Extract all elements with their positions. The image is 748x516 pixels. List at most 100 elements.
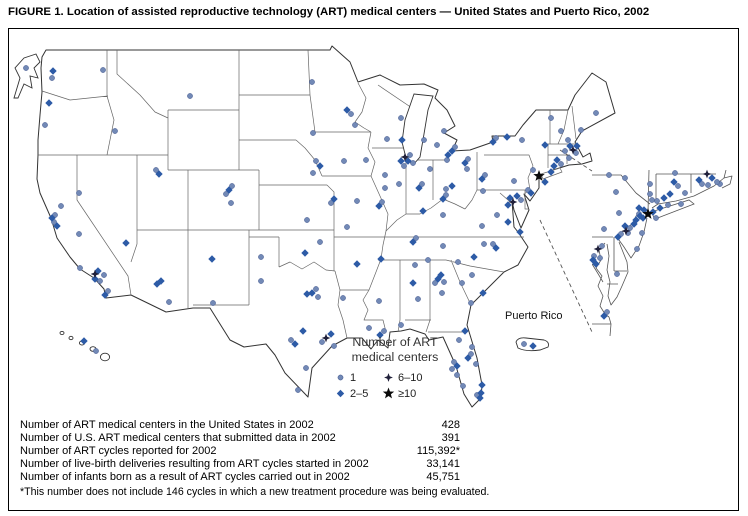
marker-diamond-2-5 [437, 271, 445, 279]
stat-row-4: Number of infants born as a result of AR… [20, 471, 620, 484]
marker-diamond-2-5 [299, 327, 307, 335]
marker-circle-1 [468, 300, 474, 306]
stat-row-0: Number of ART medical centers in the Uni… [20, 419, 620, 432]
marker-circle-1 [310, 170, 316, 176]
marker-circle-1 [363, 157, 369, 163]
marker-circle-1 [223, 191, 229, 197]
marker-diamond-2-5 [476, 394, 484, 402]
marker-circle-1 [443, 192, 449, 198]
marker-diamond-2-5 [377, 255, 385, 263]
stat-label: Number of U.S. ART medical centers that … [20, 432, 336, 444]
marker-diamond-2-5 [453, 362, 461, 370]
marker-circle-1 [112, 128, 118, 134]
marker-circle-1 [153, 167, 159, 173]
marker-circle-1 [558, 128, 564, 134]
marker-circle-1 [465, 156, 471, 162]
marker-diamond-2-5 [527, 189, 535, 197]
stat-value: 428 [441, 419, 460, 431]
marker-diamond-2-5 [541, 141, 549, 149]
marker-circle-1 [699, 181, 705, 187]
marker-circle-1 [511, 178, 517, 184]
marker-diamond-2-5 [660, 194, 668, 202]
marker-circle-1 [77, 265, 83, 271]
marker-diamond-2-5 [404, 157, 412, 165]
marker-diamond-2-5 [101, 291, 109, 299]
continental-us-outline [36, 45, 616, 408]
stat-label: Number of infants born as a result of AR… [20, 471, 350, 483]
marker-diamond-2-5 [444, 151, 452, 159]
marker-diamond-2-5 [397, 157, 405, 165]
marker-circle-1 [421, 137, 427, 143]
puerto-rico-label: Puerto Rico [505, 310, 563, 322]
marker-circle-1 [97, 278, 103, 284]
marker-circle-1 [328, 200, 334, 206]
marker-star-ge10 [533, 170, 545, 181]
stats-rows: Number of ART medical centers in the Uni… [20, 419, 620, 484]
marker-circle-1 [606, 172, 612, 178]
marker-circle-1 [705, 182, 711, 188]
marker-circle-1 [494, 212, 500, 218]
marker-diamond-2-5 [553, 156, 561, 164]
marker-circle-1 [432, 280, 438, 286]
marker-diamond-2-5 [640, 206, 648, 214]
figure-border-box: Number of ART medical centers 1 6–10 2–5 ≥1… [8, 28, 739, 511]
marker-circle-1 [384, 136, 390, 142]
marker-circle-1 [562, 148, 568, 154]
figure-title: FIGURE 1. Location of assisted reproduct… [8, 6, 650, 18]
marker-circle-1 [288, 337, 294, 343]
marker-diamond-2-5 [308, 289, 316, 297]
marker-circle-1 [452, 144, 458, 150]
marker-circle-1 [653, 215, 659, 221]
marker-circle-1 [49, 75, 55, 81]
marker-diamond-2-5 [330, 195, 338, 203]
legend-item-star: ≥10 [382, 387, 456, 400]
inset-connector-lines [539, 149, 593, 333]
marker-circle-1 [440, 212, 446, 218]
marker-star-ge10 [642, 208, 654, 219]
marker-circle-1 [382, 172, 388, 178]
marker-circle-1 [379, 199, 385, 205]
marker-circle-1 [599, 243, 605, 249]
marker-diamond-2-5 [600, 312, 608, 320]
northeast-inset-map [592, 170, 733, 336]
marker-circle-1 [382, 185, 388, 191]
marker-circle-1 [456, 337, 462, 343]
marker-diamond-2-5 [375, 202, 383, 210]
marker-circle-1 [366, 325, 372, 331]
marker-diamond-2-5 [614, 233, 622, 241]
marker-circle-1 [42, 122, 48, 128]
marker-circle-1 [303, 365, 309, 371]
stat-value: 45,751 [426, 471, 460, 483]
marker-circle-1 [319, 339, 325, 345]
marker-diamond-2-5 [301, 249, 309, 257]
marker-diamond-2-5 [464, 354, 472, 362]
map-legend: Number of ART medical centers 1 6–10 2–5 ≥1… [330, 335, 460, 400]
marker-diamond-2-5 [327, 330, 335, 338]
marker-circle-1 [229, 183, 235, 189]
marker-circle-1 [441, 128, 447, 134]
marker-circle-1 [340, 295, 346, 301]
marker-circle-1 [454, 372, 460, 378]
marker-circle-1 [101, 272, 107, 278]
marker-circle-1 [258, 278, 264, 284]
marker-circle-1 [519, 137, 525, 143]
marker-diamond-2-5 [566, 142, 574, 150]
marker-circle-1 [344, 224, 350, 230]
legend-symbol-fourpoint-icon [384, 373, 393, 382]
legend-title-line1: Number of ART [352, 335, 438, 349]
marker-diamond-2-5 [541, 178, 549, 186]
marker-circle-1 [381, 328, 387, 334]
marker-circle-1 [427, 166, 433, 172]
stat-row-3: Number of live-birth deliveries resultin… [20, 458, 620, 471]
marker-diamond-2-5 [649, 208, 657, 216]
marker-circle-1 [593, 110, 599, 116]
marker-circle-1 [440, 243, 446, 249]
marker-diamond-2-5 [621, 222, 629, 230]
marker-circle-1 [649, 197, 655, 203]
marker-circle-1 [622, 175, 628, 181]
marker-diamond-2-5 [415, 184, 423, 192]
marker-diamond-2-5 [448, 182, 456, 190]
stats-block: Number of ART medical centers in the Uni… [20, 419, 620, 498]
marker-circle-1 [714, 179, 720, 185]
marker-circle-1 [490, 241, 496, 247]
